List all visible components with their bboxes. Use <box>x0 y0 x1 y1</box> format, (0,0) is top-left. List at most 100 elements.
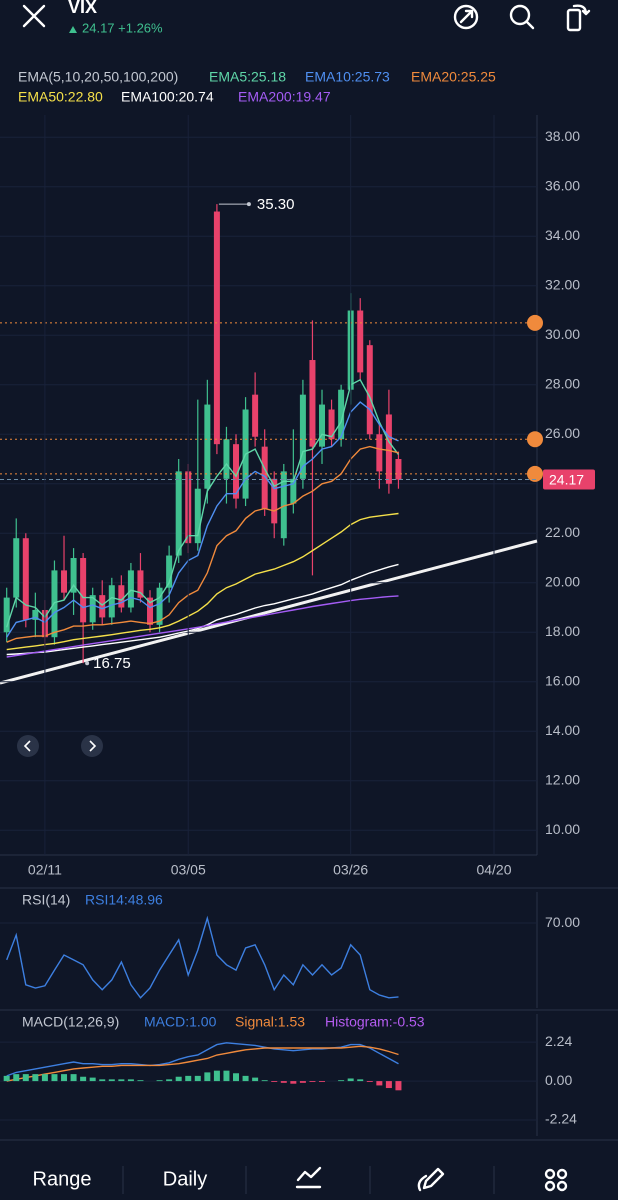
y-tick-label: -2.24 <box>545 1111 577 1127</box>
candle-body <box>366 345 373 435</box>
candle-body <box>32 609 39 620</box>
rotate-button[interactable] <box>566 4 591 32</box>
x-tick-label: 03/05 <box>171 862 206 878</box>
close-button[interactable] <box>22 4 46 28</box>
histogram-bar <box>32 1074 39 1082</box>
x-tick-label: 03/26 <box>333 862 368 878</box>
legend-entry: EMA5:25.18 <box>209 69 286 85</box>
more-button[interactable] <box>544 1168 568 1192</box>
y-tick-label: 22.00 <box>545 524 580 540</box>
candle-body <box>319 404 326 447</box>
histogram-bar <box>242 1075 249 1082</box>
candle-body <box>223 439 230 479</box>
range-tab[interactable]: Range <box>33 1168 92 1190</box>
candle-body <box>280 471 287 539</box>
candle-body <box>13 538 20 598</box>
y-tick-label: 70.00 <box>545 914 580 930</box>
y-tick-label: 12.00 <box>545 771 580 787</box>
indicator-line <box>6 512 399 651</box>
search-button[interactable] <box>509 4 535 30</box>
legend-entry: EMA100:20.74 <box>121 89 214 105</box>
histogram-bar <box>80 1076 87 1082</box>
candle-body <box>175 471 182 556</box>
histogram-bar <box>223 1070 230 1082</box>
indicator-line <box>6 1045 399 1082</box>
x-tick-label: 02/11 <box>28 862 62 878</box>
candle-body <box>99 595 106 618</box>
y-tick-label: 18.00 <box>545 623 580 639</box>
candle-body <box>328 409 335 440</box>
histogram-bar <box>299 1081 306 1083</box>
indicators-button[interactable] <box>295 1166 322 1189</box>
quote: 24.17 +1.26% <box>82 20 163 35</box>
scroll-right[interactable] <box>81 735 103 757</box>
high-marker-dot <box>246 202 251 207</box>
histogram-bar <box>385 1081 392 1089</box>
candle-body <box>3 597 10 633</box>
y-tick-label: 32.00 <box>545 276 580 292</box>
histogram-bar <box>156 1080 163 1082</box>
scroll-left[interactable] <box>17 735 39 757</box>
toolbar <box>0 1140 618 1200</box>
histogram-bar <box>41 1074 48 1082</box>
y-tick-label: 30.00 <box>545 326 580 342</box>
candle-body <box>357 310 364 373</box>
histogram-bar <box>166 1079 173 1082</box>
histogram-bar <box>3 1075 10 1082</box>
candle-body <box>233 444 240 499</box>
candle-body <box>89 595 96 623</box>
y-tick-label: 16.00 <box>545 672 580 688</box>
up-arrow <box>69 26 77 33</box>
interval-tab[interactable]: Daily <box>163 1168 207 1190</box>
histogram-bar <box>185 1075 192 1082</box>
y-tick-label: 20.00 <box>545 573 580 589</box>
candle-body <box>271 478 278 524</box>
histogram-bar <box>338 1080 345 1082</box>
histogram-bar <box>51 1074 58 1082</box>
candle-body <box>166 555 173 588</box>
histogram-bar <box>204 1072 211 1082</box>
histogram-bar <box>233 1073 240 1082</box>
legend-entry: RSI14:48.96 <box>85 892 163 908</box>
candle-body <box>194 488 201 544</box>
candle-body <box>338 389 345 440</box>
histogram-bar <box>108 1079 115 1082</box>
draw-button[interactable] <box>417 1167 445 1192</box>
y-tick-label: 36.00 <box>545 177 580 193</box>
trend-line[interactable] <box>0 539 538 685</box>
indicator-line <box>6 915 399 999</box>
candle-body <box>61 570 68 593</box>
legend-entry: MACD:1.00 <box>144 1014 217 1030</box>
high-marker-label: 35.30 <box>257 196 295 213</box>
y-tick-label: 0.00 <box>545 1072 572 1088</box>
histogram-bar <box>70 1074 77 1082</box>
alert-bell <box>527 314 543 331</box>
histogram-bar <box>366 1081 373 1082</box>
candle-body <box>156 587 163 625</box>
legend-entry: EMA(5,10,20,50,100,200) <box>18 69 178 85</box>
candle-body <box>22 538 29 620</box>
y-tick-label: 26.00 <box>545 425 580 441</box>
legend-entry: EMA10:25.73 <box>305 69 390 85</box>
candle-body <box>70 558 77 593</box>
histogram-bar <box>99 1079 106 1082</box>
candle-body <box>204 404 211 489</box>
y-tick-label: 10.00 <box>545 821 580 837</box>
histogram-bar <box>22 1074 29 1082</box>
histogram-bar <box>252 1077 259 1082</box>
indicator-line <box>6 445 399 643</box>
share-button[interactable] <box>453 4 479 30</box>
y-tick-label: 38.00 <box>545 128 580 144</box>
x-tick-label: 04/20 <box>476 862 511 878</box>
indicator-line <box>6 378 400 628</box>
histogram-bar <box>347 1078 354 1082</box>
low-marker-dot <box>85 661 90 666</box>
indicator-line <box>6 595 399 658</box>
candle-body <box>395 459 402 480</box>
legend-entry: Histogram:-0.53 <box>325 1014 425 1030</box>
y-tick-label: 2.24 <box>545 1033 572 1049</box>
candle-body <box>108 585 115 618</box>
candle-body <box>299 394 306 479</box>
y-tick-label: 14.00 <box>545 722 580 738</box>
